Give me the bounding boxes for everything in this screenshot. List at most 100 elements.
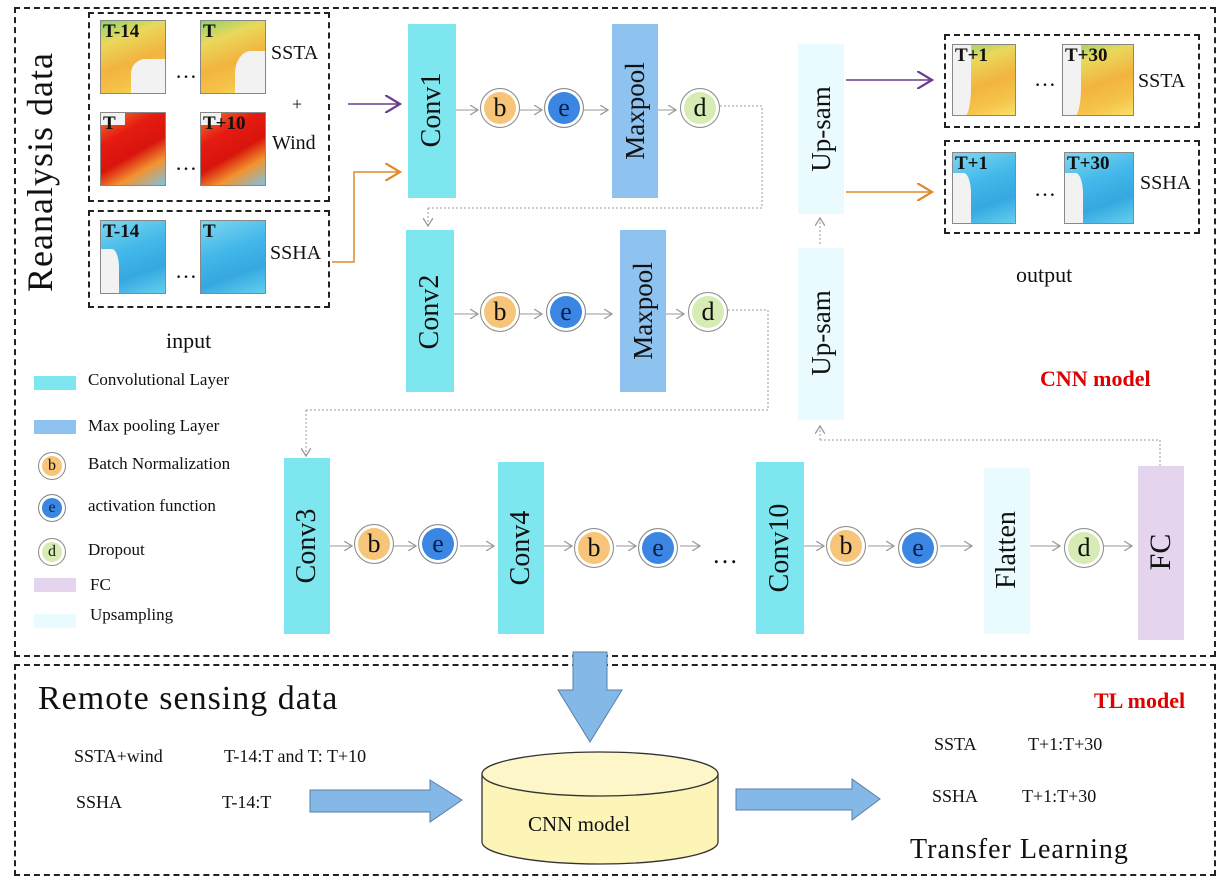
dropout-node: d [1064, 528, 1104, 568]
maxpool2-label: Maxpool [628, 262, 658, 360]
dropout-node: d [688, 292, 728, 332]
activation-node: e [898, 528, 938, 568]
batch-norm-node: b [826, 526, 866, 566]
conv4-label: Conv4 [505, 510, 536, 586]
cnn-model-label: CNN model [1040, 366, 1151, 391]
dropout-node: d [680, 88, 720, 128]
transfer-learning-caption: Transfer Learning [910, 834, 1129, 865]
map-out-ssta-last: T+30 [1062, 44, 1134, 116]
batch-norm-node: b [574, 528, 614, 568]
conv1-layer [408, 24, 456, 198]
legend-label-activation: activation function [88, 496, 216, 515]
maxpool1-label: Maxpool [620, 62, 650, 160]
cylinder-label: CNN model [528, 812, 631, 836]
conv2-label: Conv2 [414, 274, 445, 350]
batch-norm-node: b [480, 292, 520, 332]
label-ssha: SSHA [270, 242, 322, 264]
remote-out2-range: T+1:T+30 [1022, 786, 1097, 806]
flatten-label: Flatten [991, 511, 1022, 589]
flatten-layer [984, 468, 1030, 634]
plus-sign: + [292, 94, 303, 114]
tl-model-label: TL model [1094, 688, 1186, 713]
reanalysis-data-title: Reanalysis data [20, 52, 60, 292]
tl-model-frame [14, 664, 1216, 876]
conv2-layer [406, 230, 454, 392]
fc-layer [1138, 466, 1184, 640]
map-wind-first: T [100, 112, 166, 186]
map-ssta-last: T [200, 20, 266, 94]
upsam1-layer [798, 44, 844, 214]
legend-label-fc: FC [90, 575, 111, 594]
input-ssh-box [88, 210, 330, 308]
map-out-ssha-first: T+1 [952, 152, 1016, 224]
big-arrow-right-output [735, 778, 881, 821]
remote-out2-var: SSHA [932, 786, 979, 806]
activation-node: e [546, 292, 586, 332]
map-ssta-first: T-14 [100, 20, 166, 94]
remote-out1-range: T+1:T+30 [1028, 734, 1103, 754]
conv4-layer [498, 462, 544, 634]
ellipsis: … [1034, 66, 1056, 91]
output-ssta-box [944, 34, 1200, 128]
upsam2-layer [798, 248, 844, 420]
remote-row2-range: T-14:T [222, 792, 272, 812]
fc-label: FC [1144, 533, 1177, 571]
label-ssta: SSTA [271, 42, 319, 64]
cnn-model-cylinder [481, 751, 719, 865]
ellipsis: … [1034, 176, 1056, 201]
map-out-ssta-first: T+1 [952, 44, 1016, 116]
row3-ellipsis: … [712, 540, 738, 569]
legend-label-dropout: Dropout [88, 540, 145, 559]
map-out-ssha-last: T+30 [1064, 152, 1134, 224]
legend-swatch-ups [34, 614, 76, 628]
legend-label-conv: Convolutional Layer [88, 370, 230, 389]
conv3-layer [284, 458, 330, 634]
map-ssha-last: T [200, 220, 266, 294]
activation-node: e [544, 88, 584, 128]
output-caption: output [1016, 262, 1073, 287]
output-ssha-box [944, 140, 1200, 234]
batch-norm-node: b [480, 88, 520, 128]
activation-node: e [638, 528, 678, 568]
cnn-model-frame [14, 7, 1216, 657]
ellipsis: … [175, 150, 197, 175]
big-arrow-down [557, 651, 623, 743]
activation-node: e [418, 524, 458, 564]
legend-swatch-fc [34, 578, 76, 592]
maxpool2-layer [620, 230, 666, 392]
map-wind-last: T+10 [200, 112, 266, 186]
legend-swatch-pool [34, 420, 76, 434]
label-out-ssta: SSTA [1138, 70, 1186, 92]
legend-node-d: d [38, 538, 66, 566]
label-out-ssha: SSHA [1140, 172, 1192, 194]
batch-norm-node: b [354, 524, 394, 564]
label-wind: Wind [272, 132, 316, 154]
ellipsis: … [175, 258, 197, 283]
ellipsis: … [175, 58, 197, 83]
remote-row1-range: T-14:T and T: T+10 [224, 746, 367, 766]
maxpool1-layer [612, 24, 658, 198]
legend-label-pool: Max pooling Layer [88, 416, 220, 435]
remote-row2-var: SSHA [76, 792, 123, 812]
big-arrow-right-input [309, 779, 463, 823]
legend-node-e: e [38, 494, 66, 522]
legend-node-b: b [38, 452, 66, 480]
input-sst-wind-box [88, 12, 330, 202]
remote-sensing-title: Remote sensing data [38, 680, 339, 717]
legend-swatch-conv [34, 376, 76, 390]
conv10-layer [756, 462, 804, 634]
input-caption: input [166, 328, 212, 353]
upsam2-label: Up-sam [806, 290, 836, 376]
map-ssha-first: T-14 [100, 220, 166, 294]
remote-row1-var: SSTA+wind [74, 746, 163, 766]
arrow-ssh-to-conv1 [332, 172, 400, 263]
conv10-label: Conv10 [764, 503, 795, 593]
conv3-label: Conv3 [291, 508, 322, 584]
conv1-label: Conv1 [416, 72, 447, 148]
remote-out1-var: SSTA [934, 734, 977, 754]
upsam1-label: Up-sam [806, 86, 836, 172]
legend-label-ups: Upsampling [90, 605, 174, 624]
legend-label-batch-norm: Batch Normalization [88, 454, 231, 473]
